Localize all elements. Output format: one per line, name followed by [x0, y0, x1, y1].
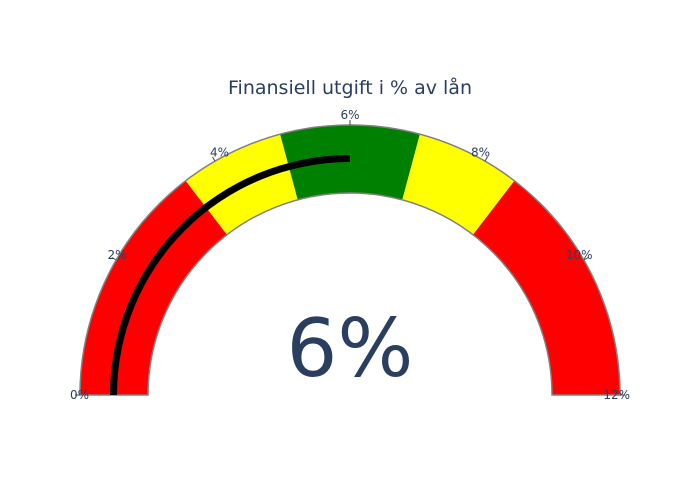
- gauge-tick-mark-1: [111, 257, 117, 261]
- gauge-tick-label-1: 2%: [108, 248, 127, 262]
- gauge-tick-label-5: 10%: [566, 248, 593, 262]
- gauge-tick-label-0: 0%: [70, 388, 89, 402]
- gauge-tick-label-2: 4%: [210, 146, 229, 160]
- gauge-tick-label-6: 12%: [603, 388, 630, 402]
- gauge-value-label: 6%: [287, 302, 414, 395]
- chart-title: Finansiell utgift i % av lån: [228, 76, 472, 99]
- gauge-tick-mark-4: [484, 156, 488, 162]
- gauge-ticks: 0% 2% 4% 6% 8% 10% 12%: [70, 108, 630, 402]
- gauge-tick-label-3: 6%: [340, 108, 359, 122]
- gauge-tick-label-4: 8%: [471, 146, 490, 160]
- gauge-tick-mark-5: [583, 257, 589, 261]
- gauge-step-2: [280, 125, 420, 200]
- gauge-outline: [79, 124, 621, 396]
- gauge-tick-mark-2: [212, 156, 216, 162]
- gauge-step-4: [472, 180, 620, 395]
